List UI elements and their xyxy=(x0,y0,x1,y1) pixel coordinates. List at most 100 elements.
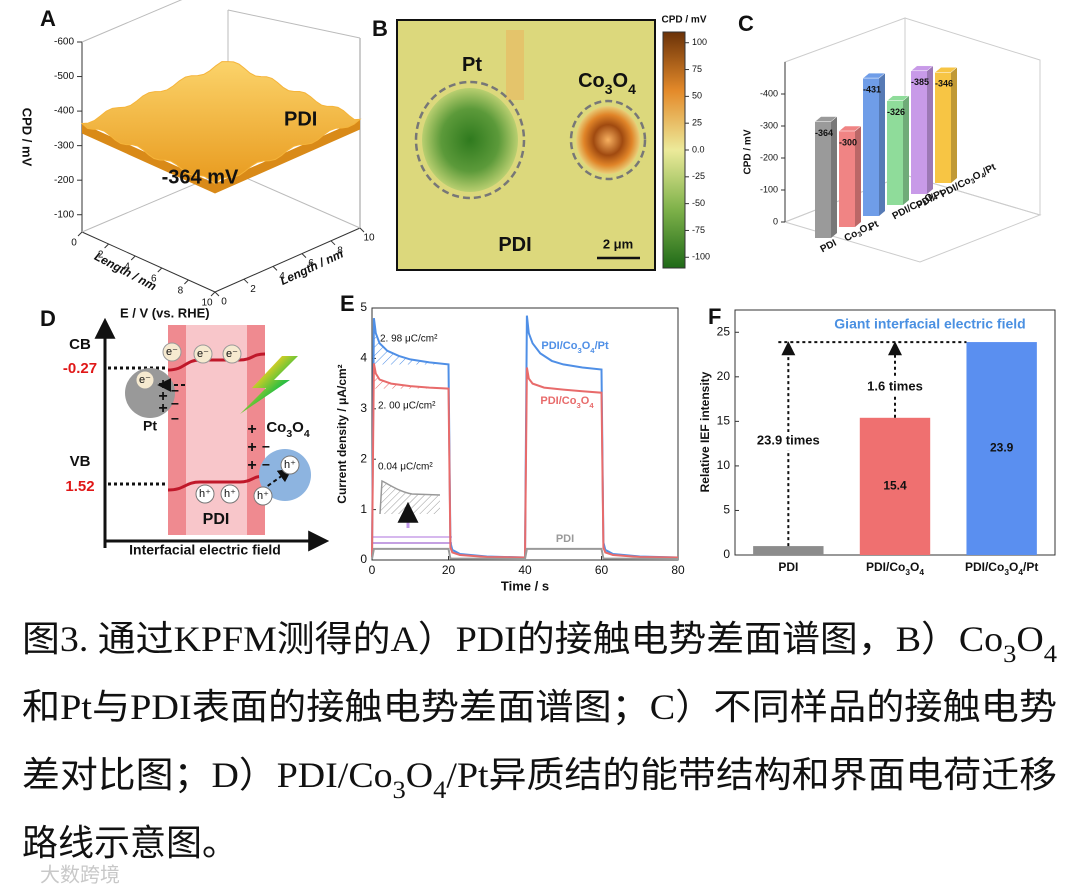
series-label: PDI/Co3O4 xyxy=(540,395,594,410)
bar-side xyxy=(879,73,885,216)
y-tick-label: 8 xyxy=(337,245,343,256)
value-label: -326 xyxy=(887,107,905,117)
label-bg xyxy=(746,432,831,450)
y-tick-label: 0 xyxy=(221,297,227,308)
colorbar-tick-label: 100 xyxy=(692,37,707,47)
x-tick xyxy=(77,231,83,237)
bar xyxy=(911,70,927,194)
colorbar-label: CPD / mV xyxy=(661,15,706,26)
hole xyxy=(220,484,240,504)
axis xyxy=(214,227,361,293)
series-label: PDI xyxy=(284,108,317,130)
hole xyxy=(280,455,300,475)
y-tick-label: 3 xyxy=(360,401,367,415)
z-tick-label: -100 xyxy=(54,209,74,220)
kpfm-image xyxy=(396,19,686,271)
region-label: Co3O4 xyxy=(578,70,636,96)
y-tick-label: -200 xyxy=(760,152,778,162)
x-tick xyxy=(130,255,136,261)
pt-label: Pt xyxy=(143,418,157,434)
electron-label: e⁻ xyxy=(197,348,209,360)
value-label: -364 xyxy=(815,128,833,138)
bar-top xyxy=(814,116,838,122)
bar-top xyxy=(862,72,886,79)
label-bg xyxy=(857,378,933,396)
y-tick-label: -300 xyxy=(760,120,778,130)
bar xyxy=(839,131,855,227)
plus-sign: + xyxy=(158,400,167,417)
caption-line: 图3. 通过KPFM测得的A）PDI的接触电势差面谱图，B）Co 3O4 xyxy=(22,619,1057,668)
vb-value: 1.52 xyxy=(65,478,94,495)
z-tick-label: -400 xyxy=(54,106,74,117)
colorbar-tick-label: -100 xyxy=(692,252,710,262)
y-tick xyxy=(243,278,249,284)
panel-letter: E xyxy=(340,291,355,316)
minus-sign: − xyxy=(262,439,270,455)
y-tick-label: 0 xyxy=(723,547,730,561)
region-label: Pt xyxy=(462,54,482,76)
electron-label: e⁻ xyxy=(139,374,151,386)
electron xyxy=(193,344,213,364)
axis xyxy=(227,169,361,229)
y-tick-label: 10 xyxy=(717,458,731,472)
z-tick-label: -300 xyxy=(54,140,74,151)
region-label: PDI xyxy=(498,234,531,256)
y-tick-label: 25 xyxy=(717,324,731,338)
y-tick-label: 0 xyxy=(773,216,778,226)
annotation: -364 mV xyxy=(162,166,239,188)
y-tick xyxy=(330,240,336,246)
bar-top xyxy=(934,67,958,73)
minus-sign: − xyxy=(171,411,179,427)
panel-letter: A xyxy=(40,6,56,31)
y-tick-label: 4 xyxy=(360,351,367,365)
electron-label: e⁻ xyxy=(226,348,238,360)
y-tick-label: 1 xyxy=(360,502,367,516)
x-tick-label: PDI/Co3O4 xyxy=(866,560,924,577)
y-tick-label: 10 xyxy=(363,233,375,244)
cb-label: CB xyxy=(69,336,91,353)
bar-top xyxy=(886,95,910,101)
x-tick-label: 6 xyxy=(151,274,157,285)
annotation: Giant interfacial electric field xyxy=(834,316,1025,332)
z-tick-label: -600 xyxy=(54,37,74,48)
ef-inset xyxy=(372,479,452,544)
bar-shade xyxy=(831,116,837,238)
hole-label: h⁺ xyxy=(199,488,211,500)
plus-sign: + xyxy=(247,439,256,456)
x-tick xyxy=(184,279,189,285)
x-tick xyxy=(210,291,216,297)
bar-shade xyxy=(879,73,885,216)
panel-letter: C xyxy=(738,11,754,36)
caption-line: 差对比图；D）PDI/Co 3O4/Pt异质结的能带结构和界面电荷迁移 xyxy=(22,755,1057,804)
panel-letter: B xyxy=(372,16,388,41)
x-tick-label: 4 xyxy=(124,262,130,273)
x-tick xyxy=(104,243,109,249)
value-label: -431 xyxy=(863,84,881,94)
hole xyxy=(253,486,273,506)
minus-sign: − xyxy=(171,396,179,412)
bar-shade xyxy=(927,65,933,194)
x-axis-label: Time / s xyxy=(501,578,549,593)
caption-line: 路线示意图。 xyxy=(22,823,238,863)
annotation: 0.04 μC/cm² xyxy=(378,462,433,473)
colorbar-tick-label: 50 xyxy=(692,91,702,101)
x-tick-label: 60 xyxy=(595,563,609,577)
y-tick xyxy=(359,227,365,233)
bar-side xyxy=(951,67,957,183)
series-label: PDI xyxy=(556,533,574,545)
y-tick-label: -100 xyxy=(760,184,778,194)
x-tick-label: 0 xyxy=(71,238,77,249)
y-tick-label: 20 xyxy=(717,369,731,383)
x-tick xyxy=(157,267,163,273)
electron xyxy=(222,344,242,364)
y-tick-label: 0 xyxy=(360,552,367,566)
bar xyxy=(887,100,903,205)
hole-label: h⁺ xyxy=(224,488,236,500)
annotation: 1.6 times xyxy=(867,378,923,393)
bar xyxy=(966,342,1037,555)
y-tick xyxy=(214,291,220,297)
field-label: Interfacial electric field xyxy=(129,542,281,558)
value-label: 23.9 xyxy=(990,441,1014,455)
charge-hatch xyxy=(373,363,449,389)
value-label: -346 xyxy=(935,79,953,89)
